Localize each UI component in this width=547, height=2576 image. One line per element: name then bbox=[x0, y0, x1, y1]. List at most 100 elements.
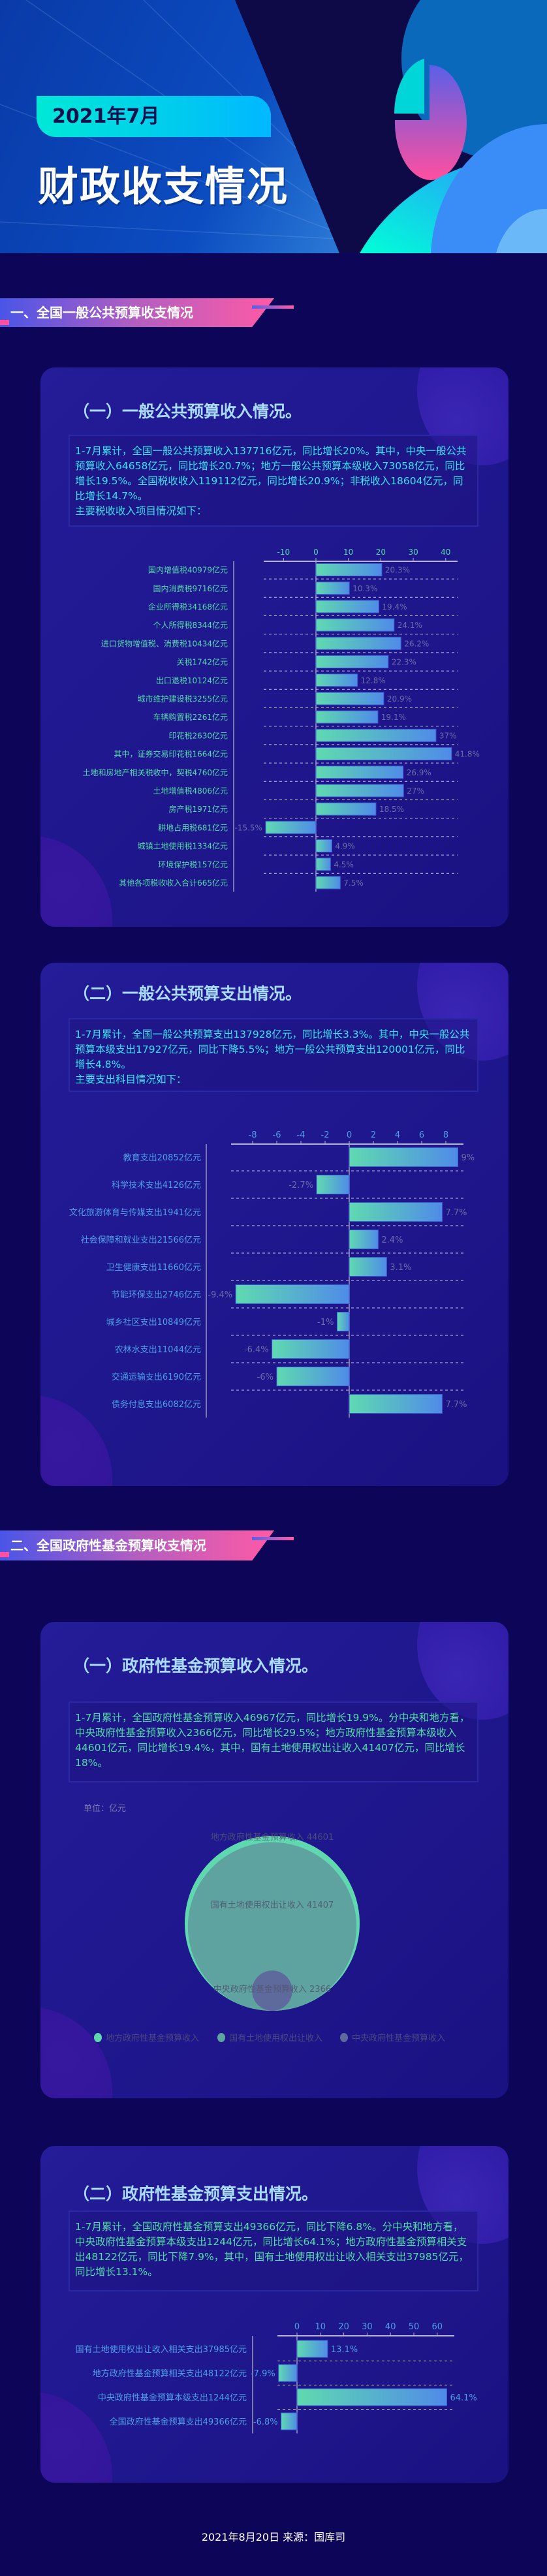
bar bbox=[349, 1257, 387, 1277]
data-label: 7.7% bbox=[445, 1400, 467, 1410]
x-tick-label: 8 bbox=[443, 1130, 448, 1140]
hero-decoration bbox=[0, 0, 547, 253]
data-label: 20.9% bbox=[387, 694, 412, 704]
bar bbox=[272, 1339, 350, 1359]
bar bbox=[349, 1202, 443, 1222]
category-label: 车辆购置税2261亿元 bbox=[153, 712, 228, 722]
category-label: 进口货物增值税、消费税10434亿元 bbox=[101, 638, 228, 648]
data-label: 10.3% bbox=[352, 584, 377, 593]
category-label: 交通运输支出6190亿元 bbox=[112, 1372, 201, 1382]
summary-paragraph: 1-7月累计，全国政府性基金预算收入46967亿元，同比增长19.9%。分中央和… bbox=[75, 1712, 470, 1769]
summary-paragraph: 1-7月累计，全国政府性基金预算支出49366亿元，同比下降6.8%。分中央和地… bbox=[75, 2221, 469, 2278]
category-label: 科学技术支出4126亿元 bbox=[112, 1180, 201, 1190]
bar bbox=[278, 2364, 298, 2382]
category-label: 其他各项税收收入合计665亿元 bbox=[119, 878, 228, 888]
data-label: 19.1% bbox=[381, 713, 406, 722]
category-label: 国有土地使用权出让收入相关支出37985亿元 bbox=[76, 2344, 247, 2355]
legend-marker bbox=[217, 2033, 225, 2042]
category-label: 中央政府性基金预算本级支出1244亿元 bbox=[98, 2393, 247, 2403]
category-label: 地方政府性基金预算相关支出48122亿元 bbox=[93, 2368, 247, 2379]
summary-text-box: 1-7月累计，全国一般公共预算收入137716亿元，同比增长20%。其中，中央一… bbox=[69, 435, 478, 527]
category-label: 出口退税10124亿元 bbox=[156, 675, 228, 685]
summary-text-box: 1-7月累计，全国一般公共预算支出137928亿元，同比增长3.3%。其中，中央… bbox=[69, 1018, 478, 1092]
x-tick-label: -8 bbox=[249, 1130, 257, 1140]
category-label: 城市维护建设税3255亿元 bbox=[137, 694, 228, 704]
banner-decoration bbox=[0, 320, 9, 325]
category-label: 国内消费税9716亿元 bbox=[153, 583, 228, 593]
bubble bbox=[187, 1842, 357, 2011]
data-label: 7.5% bbox=[343, 878, 364, 888]
category-label: 全国政府性基金预算支出49366亿元 bbox=[110, 2417, 247, 2427]
section-banner-2: 二、全国政府性基金预算收支情况 bbox=[0, 1530, 274, 1560]
bar bbox=[315, 674, 358, 687]
page-title: 财政收支情况 bbox=[38, 163, 289, 210]
bar bbox=[315, 766, 404, 779]
x-tick-label: 60 bbox=[432, 2322, 443, 2332]
x-tick-label: 2 bbox=[371, 1130, 376, 1140]
card-title: （一）政府性基金预算收入情况。 bbox=[73, 1656, 319, 1675]
section-banner-1: 一、全国一般公共预算收支情况 bbox=[0, 298, 274, 327]
category-label: 城乡社区支出10849亿元 bbox=[106, 1317, 201, 1327]
bar bbox=[315, 618, 395, 632]
card-fund-expenditure: （二）政府性基金预算支出情况。 1-7月累计，全国政府性基金预算支出49366亿… bbox=[40, 2146, 508, 2483]
bar bbox=[296, 2388, 447, 2406]
x-tick-label: 4 bbox=[395, 1130, 400, 1140]
bar bbox=[281, 2412, 298, 2430]
category-label: 印花税2630亿元 bbox=[168, 730, 228, 740]
data-label: 41.8% bbox=[455, 750, 480, 759]
x-tick-label: 0 bbox=[347, 1130, 352, 1140]
category-label: 环境保护税157亿元 bbox=[158, 860, 228, 869]
category-label: 耕地占用税681亿元 bbox=[158, 822, 228, 832]
category-label: 土地增值税4806亿元 bbox=[153, 786, 228, 796]
category-label: 教育支出20852亿元 bbox=[123, 1153, 201, 1163]
x-tick-label: 30 bbox=[362, 2322, 373, 2332]
data-label: 27% bbox=[407, 786, 424, 796]
category-label: 文化旅游体育与传媒支出1941亿元 bbox=[69, 1207, 201, 1218]
data-label: 4.5% bbox=[334, 860, 354, 869]
x-tick-label: -10 bbox=[277, 548, 290, 557]
summary-subhead: 主要税收收入项目情况如下： bbox=[75, 505, 207, 517]
bar bbox=[315, 858, 331, 871]
data-label: 12.8% bbox=[361, 676, 386, 685]
category-label: 土地和房地产相关税收中，契税4760亿元 bbox=[82, 768, 228, 777]
x-tick-label: 20 bbox=[338, 2322, 349, 2332]
x-tick-label: 6 bbox=[419, 1130, 424, 1140]
x-tick-label: -6 bbox=[273, 1130, 281, 1140]
x-tick-label: 0 bbox=[313, 548, 319, 557]
data-label: -15.5% bbox=[235, 823, 262, 832]
summary-text-box: 1-7月累计，全国政府性基金预算支出49366亿元，同比下降6.8%。分中央和地… bbox=[69, 2211, 478, 2291]
unit-label: 单位：亿元 bbox=[84, 1804, 126, 1814]
bar bbox=[315, 655, 389, 668]
data-label: -9.4% bbox=[208, 1290, 232, 1300]
bubble-label: 地方政府性基金预算收入 44601 bbox=[211, 1832, 334, 1842]
data-label: 64.1% bbox=[450, 2393, 477, 2403]
legend-label: 国有土地使用权出让收入 bbox=[229, 2033, 322, 2043]
footer-source: 2021年8月20日 来源：国库司 bbox=[201, 2531, 346, 2543]
bar bbox=[315, 784, 404, 798]
bar bbox=[296, 2340, 328, 2358]
category-label: 社会保障和就业支出21566亿元 bbox=[81, 1235, 201, 1245]
bar bbox=[315, 876, 341, 890]
data-label: -7.9% bbox=[251, 2369, 275, 2379]
bar bbox=[349, 1394, 443, 1414]
data-label: 24.1% bbox=[398, 621, 422, 630]
summary-paragraph: 1-7月累计，全国一般公共预算收入137716亿元，同比增长20%。其中，中央一… bbox=[75, 445, 467, 502]
bar bbox=[349, 1230, 379, 1249]
card-title: （二）一般公共预算支出情况。 bbox=[73, 984, 302, 1003]
data-label: 13.1% bbox=[331, 2345, 358, 2355]
bar bbox=[315, 692, 384, 706]
bar bbox=[349, 1147, 458, 1167]
data-label: 4.9% bbox=[335, 842, 355, 851]
legend-marker bbox=[94, 2033, 102, 2042]
data-label: 20.3% bbox=[385, 566, 410, 575]
bubble bbox=[252, 1970, 292, 2011]
category-label: 企业所得税34168亿元 bbox=[148, 602, 228, 612]
bar bbox=[315, 839, 332, 852]
expenditure-bar-chart: -8 -6 -4 -2 0 2 4 6 8 教育支出20852亿元 9% 科学技术支出4126亿元 -2… bbox=[69, 1130, 475, 1418]
category-label: 关税1742亿元 bbox=[176, 657, 228, 667]
card-title: （一）一般公共预算收入情况。 bbox=[73, 402, 302, 421]
x-tick-label: 10 bbox=[315, 2322, 326, 2332]
data-label: 2.4% bbox=[381, 1235, 403, 1245]
bar bbox=[315, 710, 379, 724]
